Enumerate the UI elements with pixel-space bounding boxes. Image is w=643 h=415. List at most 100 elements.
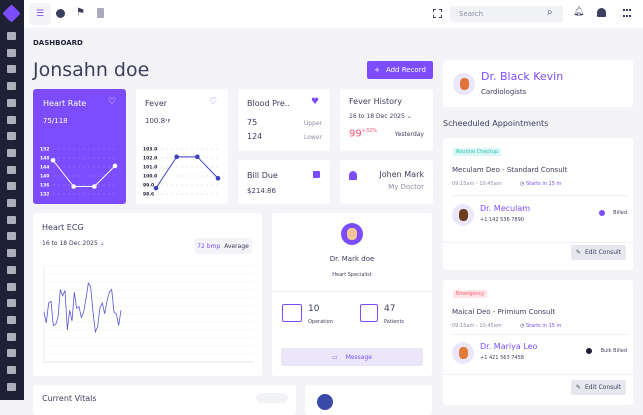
settings-icon[interactable] bbox=[623, 9, 631, 17]
chevron-down-icon: ⌄ bbox=[406, 113, 412, 120]
divider bbox=[272, 291, 432, 292]
calendar-icon[interactable] bbox=[7, 98, 16, 107]
y-tick-label: 101.0 bbox=[143, 165, 157, 171]
bill-amount: $214.86 bbox=[247, 187, 276, 195]
bill-due-card: Bill Due $214.86 bbox=[238, 160, 330, 204]
appointment-title[interactable]: Maical Deo - Primium Consult bbox=[452, 308, 556, 316]
profile-name[interactable]: Dr. Black Kevin bbox=[481, 70, 564, 83]
patients-icon bbox=[360, 304, 378, 322]
appointment-doctor[interactable]: Dr. Meculam bbox=[480, 204, 531, 213]
heart-rate-title: Heart Rate bbox=[43, 99, 87, 108]
menu-icon[interactable]: ☰ bbox=[29, 3, 51, 25]
doctor-icon bbox=[349, 171, 357, 180]
map-icon[interactable] bbox=[7, 215, 16, 224]
mail-icon[interactable] bbox=[7, 48, 16, 57]
doctor-avatar bbox=[341, 223, 363, 245]
library-icon[interactable] bbox=[7, 265, 16, 274]
divider bbox=[443, 242, 633, 243]
appointment-phone: +1 421 563 7458 bbox=[480, 355, 524, 361]
edit-icon[interactable] bbox=[7, 115, 16, 124]
my-doctor-name: Johen Mark bbox=[379, 170, 424, 179]
operations-count: 10 bbox=[308, 304, 320, 314]
folder-icon[interactable] bbox=[7, 332, 16, 341]
blood-pressure-card: Blood Pre.. ♥ 75 Upper 124 Lower bbox=[238, 89, 330, 151]
settings-icon[interactable] bbox=[7, 382, 16, 391]
bill-title: Bill Due bbox=[247, 171, 278, 180]
heart-ecg-card: Heart ECG 16 to 18 Dec 2025 ⌄ 72 bmp Aver… bbox=[33, 213, 262, 376]
message-label: Message bbox=[345, 353, 372, 361]
flag-icon[interactable]: ⚑ bbox=[76, 7, 85, 18]
list-icon[interactable] bbox=[7, 199, 16, 207]
ecg-range-dropdown[interactable]: 16 to 18 Dec 2025 ⌄ bbox=[42, 240, 105, 247]
data-point bbox=[71, 184, 76, 189]
grid-icon[interactable] bbox=[7, 165, 16, 174]
doctor-specialty: Heart Specialist bbox=[332, 272, 372, 278]
user-icon[interactable] bbox=[7, 315, 16, 324]
data-point bbox=[112, 163, 118, 169]
appointment-time: 09:15am - 10:45am bbox=[452, 323, 502, 329]
clipboard-icon[interactable] bbox=[97, 8, 104, 18]
graphic-icon bbox=[317, 394, 333, 410]
book-icon[interactable] bbox=[7, 249, 16, 258]
fever-history-title: Fever History bbox=[349, 97, 403, 106]
cart-icon[interactable] bbox=[7, 282, 16, 291]
logo-icon[interactable] bbox=[2, 4, 21, 23]
y-tick-label: 102.0 bbox=[143, 156, 157, 162]
series-line bbox=[52, 159, 116, 187]
range-label: 16 to 18 Dec 2025 bbox=[349, 113, 405, 120]
data-point bbox=[195, 154, 200, 160]
fever-card: Fever ♡ 100.8°F 103.0 102.0 101.0 100.0 99.0… bbox=[136, 89, 228, 204]
user-icon[interactable] bbox=[597, 8, 606, 17]
patients-label: Patients bbox=[384, 319, 405, 325]
edit-consult-button[interactable]: ✎ Edit Consult bbox=[571, 380, 626, 395]
data-point bbox=[153, 185, 159, 191]
add-record-label: Add Record bbox=[385, 66, 426, 74]
location-icon[interactable] bbox=[7, 232, 16, 241]
data-point bbox=[215, 176, 221, 181]
layout-icon[interactable] bbox=[7, 182, 16, 191]
my-doctor-card: Johen Mark My Doctor bbox=[340, 160, 433, 204]
appointment-tag: Routine Checkup bbox=[453, 148, 502, 156]
y-tick-label: 148 bbox=[40, 156, 49, 162]
dashboard-icon[interactable] bbox=[7, 32, 16, 40]
chart-icon[interactable] bbox=[7, 148, 16, 157]
edit-consult-button[interactable]: ✎ Edit Consult bbox=[571, 245, 626, 260]
range-label: 16 to 18 Dec 2025 bbox=[42, 240, 98, 247]
ecg-bpm: 72 bmp bbox=[197, 242, 221, 250]
appointment-status: Billed bbox=[613, 210, 627, 216]
mail-alt-icon[interactable] bbox=[7, 299, 16, 308]
fever-title: Fever bbox=[145, 99, 168, 108]
upload-icon[interactable] bbox=[7, 349, 16, 358]
divider bbox=[452, 334, 628, 335]
bell-icon[interactable]: 🔔︎ bbox=[573, 7, 585, 17]
notes-icon[interactable] bbox=[7, 82, 16, 91]
appointment-card: Routine Checkup Meculam Deo - Standard C… bbox=[443, 138, 633, 270]
appointment-starts: Starts in 15 m bbox=[525, 323, 562, 329]
plus-icon: + bbox=[374, 66, 380, 74]
ecg-title: Heart ECG bbox=[42, 223, 84, 232]
search-input[interactable]: Search ⌕ bbox=[450, 6, 563, 22]
fullscreen-icon[interactable] bbox=[433, 9, 442, 18]
status-dot bbox=[586, 348, 592, 354]
fever-history-range-dropdown[interactable]: 16 to 18 Dec 2025 ⌄ bbox=[349, 113, 412, 120]
clock-icon: ◷ bbox=[520, 181, 525, 187]
heart-icon[interactable]: ♡ bbox=[209, 97, 218, 107]
chat-icon[interactable] bbox=[56, 9, 65, 18]
search-icon[interactable]: ⌕ bbox=[547, 7, 553, 18]
appointment-title[interactable]: Meculam Deo - Standard Consult bbox=[452, 166, 568, 174]
fever-chart: 103.0 102.0 101.0 100.0 99.0 98.6 bbox=[143, 147, 221, 198]
chat-icon[interactable] bbox=[7, 366, 16, 374]
appointment-doctor[interactable]: Dr. Mariya Leo bbox=[480, 342, 538, 351]
breadcrumb: DASHBOARD bbox=[33, 39, 83, 47]
message-button[interactable]: ▭ Message bbox=[281, 348, 423, 366]
apps-icon[interactable] bbox=[7, 65, 16, 74]
vitals-dropdown[interactable] bbox=[256, 393, 288, 403]
search-placeholder: Search bbox=[459, 10, 484, 18]
heart-icon[interactable]: ♡ bbox=[108, 97, 117, 107]
page-title: Jonsahn doe bbox=[33, 59, 150, 81]
add-record-button[interactable]: + Add Record bbox=[367, 61, 433, 79]
profile-card: Dr. Black Kevin Cardiologists bbox=[443, 60, 633, 107]
operation-icon bbox=[282, 304, 302, 322]
y-tick-label: 103.0 bbox=[143, 147, 157, 153]
tools-icon[interactable] bbox=[7, 132, 16, 141]
